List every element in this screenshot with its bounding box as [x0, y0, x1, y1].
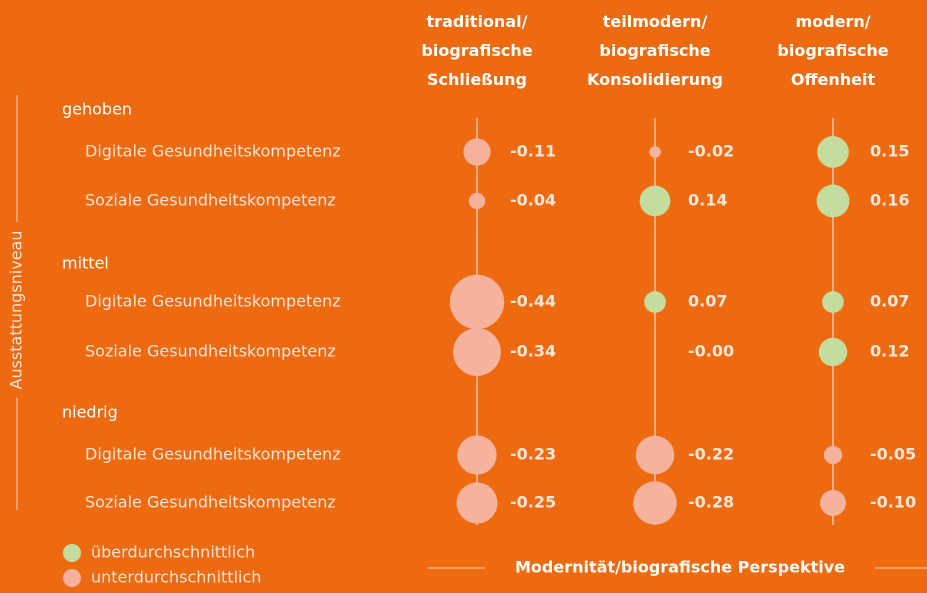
column-header: traditional/biografische Schließung	[421, 12, 532, 89]
legend-swatch	[63, 569, 81, 587]
value-label: -0.23	[510, 445, 556, 464]
row-label: Soziale Gesundheitskompetenz	[85, 493, 336, 512]
bubble	[635, 435, 675, 475]
x-axis-label: Modernität/biografische Perspektive	[515, 558, 845, 577]
column-header: modern/biografische Offenheit	[777, 12, 888, 89]
legend-label: überdurchschnittlich	[91, 543, 255, 562]
row-label: Soziale Gesundheitskompetenz	[85, 191, 336, 210]
value-label: -0.04	[510, 191, 556, 210]
bubble	[456, 482, 498, 524]
row-label: Soziale Gesundheitskompetenz	[85, 342, 336, 361]
bubble	[817, 136, 849, 168]
bubble	[649, 146, 661, 158]
bubble	[639, 185, 671, 217]
bubble	[823, 445, 843, 465]
value-label: -0.28	[688, 493, 734, 512]
group-label: mittel	[62, 254, 109, 273]
bubble	[463, 138, 491, 166]
value-label: 0.15	[870, 142, 909, 161]
bubble	[822, 291, 844, 313]
value-label: 0.14	[688, 191, 727, 210]
group-label: niedrig	[62, 403, 118, 422]
legend-label: unterdurchschnittlich	[91, 568, 261, 587]
value-label: -0.44	[510, 292, 556, 311]
bubble	[468, 192, 486, 210]
bubble	[816, 184, 850, 218]
bubble	[644, 291, 666, 313]
value-label: -0.34	[510, 342, 556, 361]
value-label: -0.00	[688, 342, 734, 361]
y-axis-label: Ausstattungsniveau	[7, 231, 26, 390]
row-label: Digitale Gesundheitskompetenz	[85, 292, 341, 311]
value-label: -0.11	[510, 142, 556, 161]
value-label: 0.16	[870, 191, 909, 210]
value-label: 0.07	[870, 292, 909, 311]
value-label: 0.12	[870, 342, 909, 361]
value-label: -0.25	[510, 493, 556, 512]
value-label: -0.05	[870, 445, 916, 464]
value-label: 0.07	[688, 292, 727, 311]
value-label: -0.02	[688, 142, 734, 161]
group-label: gehoben	[62, 100, 132, 119]
bubble	[457, 435, 497, 475]
row-label: Digitale Gesundheitskompetenz	[85, 445, 341, 464]
bubble	[633, 481, 677, 525]
row-label: Digitale Gesundheitskompetenz	[85, 142, 341, 161]
bubble	[820, 490, 846, 516]
value-label: -0.10	[870, 493, 916, 512]
bubble	[449, 274, 505, 330]
column-header: teilmodern/biografische Konsolidierung	[587, 12, 723, 89]
bubble	[818, 337, 848, 367]
legend-swatch	[63, 544, 81, 562]
bubble	[453, 328, 501, 376]
value-label: -0.22	[688, 445, 734, 464]
